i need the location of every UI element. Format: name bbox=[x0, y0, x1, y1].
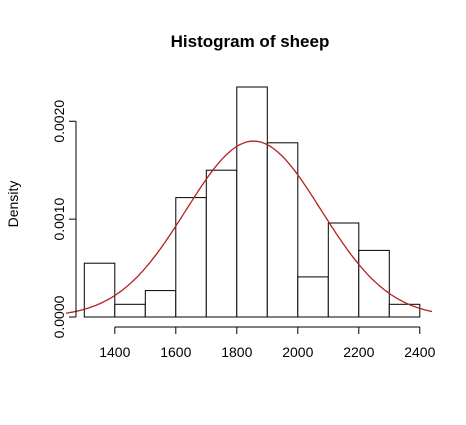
y-tick-label-1: 0.0010 bbox=[51, 198, 67, 241]
histogram-bar-2200 bbox=[358, 249, 390, 318]
x-tick-label-2200: 2200 bbox=[343, 344, 374, 360]
x-tick-label-2000: 2000 bbox=[282, 344, 313, 360]
histogram-bar-1400 bbox=[114, 303, 146, 318]
y-axis: 0.0000 0.0010 0.0020 bbox=[51, 100, 77, 338]
chart-title: Histogram of sheep bbox=[171, 32, 330, 51]
density-curve-layer bbox=[65, 140, 433, 314]
y-axis-label: Density bbox=[5, 181, 21, 228]
density-curve bbox=[65, 140, 433, 314]
y-tick-label-2: 0.0020 bbox=[51, 100, 67, 143]
histogram-bars bbox=[83, 86, 421, 318]
x-tick-label-1800: 1800 bbox=[221, 344, 252, 360]
x-tick-label-1600: 1600 bbox=[160, 344, 191, 360]
x-axis: 1400 1600 1800 2000 2200 2400 bbox=[99, 326, 436, 360]
histogram-bar-2100 bbox=[327, 222, 360, 318]
histogram-bar-1500 bbox=[144, 290, 177, 318]
y-tick-label-0: 0.0000 bbox=[51, 295, 67, 338]
x-tick-label-1400: 1400 bbox=[99, 344, 130, 360]
histogram-bar-1600 bbox=[175, 197, 207, 318]
histogram-bar-2300 bbox=[388, 303, 421, 318]
histogram-bar-1300 bbox=[83, 262, 116, 318]
x-tick-label-2400: 2400 bbox=[404, 344, 435, 360]
histogram-bar-1900 bbox=[266, 142, 299, 318]
histogram-bar-1700 bbox=[205, 169, 238, 318]
histogram-bar-2000 bbox=[297, 276, 329, 318]
histogram-bar-1800 bbox=[236, 86, 268, 318]
